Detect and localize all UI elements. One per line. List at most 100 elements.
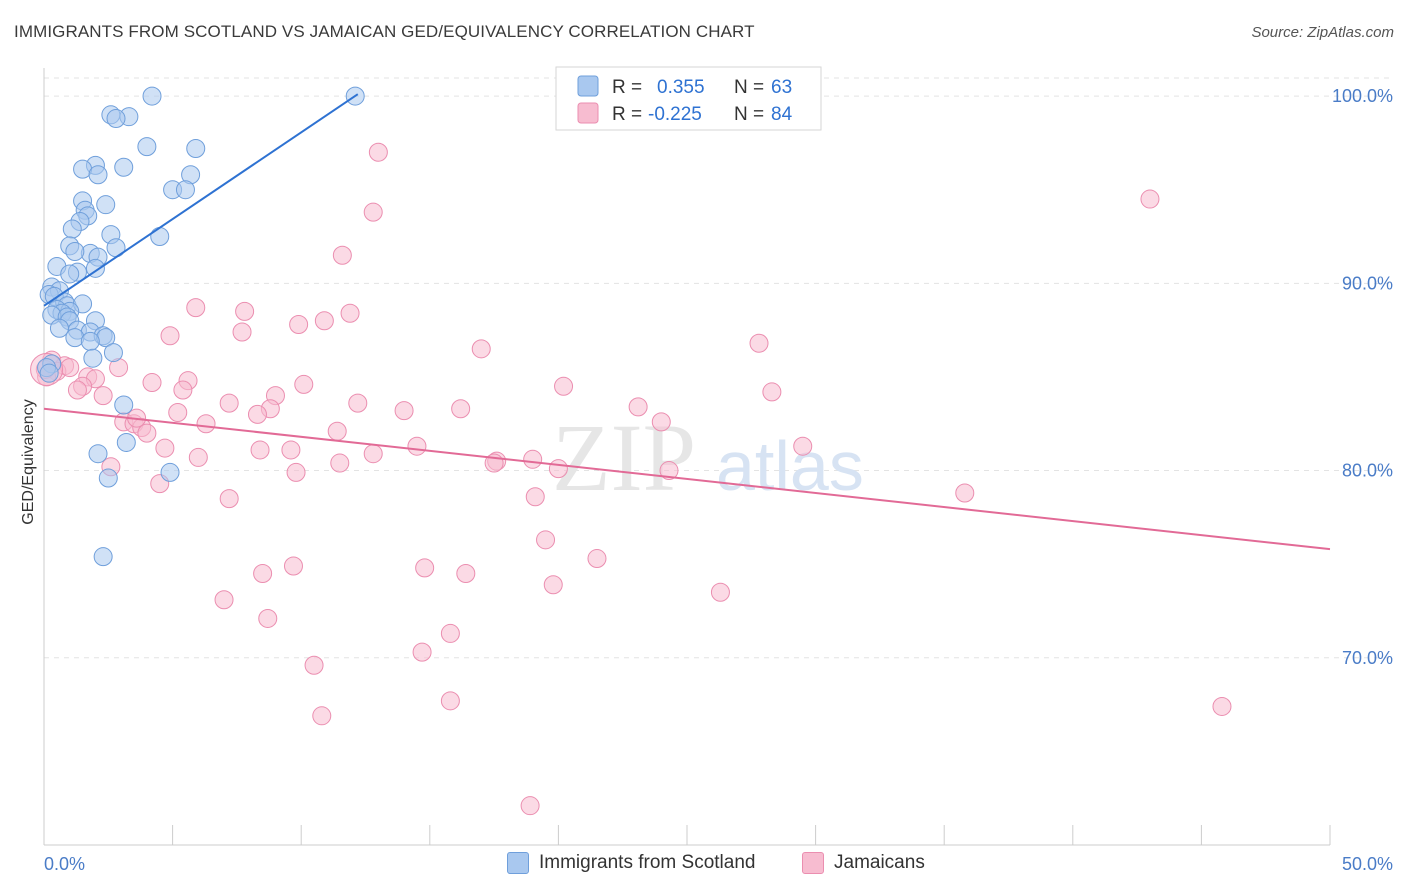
data-point-jamaicans [407,436,427,456]
data-point-jamaicans [327,421,347,441]
data-point-scotland [96,195,116,215]
data-point-jamaicans [412,642,432,662]
data-point-jamaicans [67,380,87,400]
data-point-scotland [85,258,105,278]
data-point-jamaicans [286,462,306,482]
legend-pink-n-value: 84 [771,104,793,125]
data-point-scotland [65,241,85,261]
data-point-jamaicans [250,440,270,460]
bottom-legend-pink-label: Jamaicans [834,852,925,873]
data-point-jamaicans [451,399,471,419]
trend-line-scotland [43,93,359,307]
data-point-jamaicans [155,438,175,458]
y-tick-label: 100.0% [1332,86,1393,106]
data-point-scotland [62,219,82,239]
x-tick-labels: 0.0% 50.0% [44,854,1393,874]
watermark-atlas: atlas [716,427,864,505]
data-point-jamaicans [955,483,975,503]
data-point-jamaicans [289,315,309,335]
data-point-jamaicans [232,322,252,342]
data-point-jamaicans [253,564,273,584]
series-jamaicans [30,142,1232,816]
data-point-scotland [60,264,80,284]
data-point-jamaicans [314,311,334,331]
legend-pink-n-label: N = [734,104,764,125]
data-point-scotland [49,318,69,338]
data-point-scotland [150,227,170,247]
legend-pink-r-label: R = [612,104,642,125]
trend-line-jamaicans [43,407,1331,551]
data-point-scotland [137,137,157,157]
watermark: ZIP atlas [552,404,864,511]
legend-blue-r-value: 0.355 [657,77,705,98]
data-point-jamaicans [294,374,314,394]
data-point-jamaicans [60,358,80,378]
data-point-jamaicans [186,298,206,318]
data-point-jamaicans [258,608,278,628]
data-point-jamaicans [554,376,574,396]
source-label: Source: ZipAtlas.com [1251,24,1394,41]
data-point-jamaicans [471,339,491,359]
legend-blue-swatch [577,75,599,97]
x-tick-label-max: 50.0% [1342,854,1393,874]
data-point-scotland [83,348,103,368]
y-axis-label: GED/Equivalency [20,399,37,524]
data-point-jamaicans [1140,189,1160,209]
series-immigrants-from-scotland [37,86,365,567]
data-point-scotland [88,165,108,185]
data-point-jamaicans [368,142,388,162]
data-point-jamaicans [394,401,414,421]
bottom-legend: Immigrants from Scotland Jamaicans [0,852,1406,878]
legend-blue-n-label: N = [734,77,764,98]
data-point-scotland [80,331,100,351]
data-point-jamaicans [762,382,782,402]
data-point-scotland [142,86,162,106]
data-point-scotland [116,432,136,452]
data-point-jamaicans [330,453,350,473]
data-point-jamaicans [219,489,239,509]
data-point-jamaicans [142,373,162,393]
data-point-jamaicans [283,556,303,576]
axes [43,68,1331,846]
legend-blue-r-label: R = [612,77,642,98]
data-point-scotland [175,180,195,200]
data-point-jamaicans [749,333,769,353]
watermark-zip: ZIP [552,404,696,511]
data-point-jamaicans [312,706,332,726]
data-point-scotland [88,444,108,464]
data-point-jamaicans [304,655,324,675]
data-point-jamaicans [332,245,352,265]
legend-blue-n-value: 63 [771,77,792,98]
data-point-jamaicans [523,449,543,469]
data-point-jamaicans [196,414,216,434]
data-point-jamaicans [710,582,730,602]
data-point-jamaicans [548,459,568,479]
bottom-legend-blue-label: Immigrants from Scotland [539,852,756,873]
data-point-jamaicans [659,461,679,481]
data-point-jamaicans [340,303,360,323]
legend-pink-r-value: -0.225 [648,104,702,125]
data-point-jamaicans [173,380,193,400]
legend-box: R = 0.355 N = 63 R = -0.225 N = 84 [555,66,822,131]
data-point-jamaicans [188,447,208,467]
chart-title: IMMIGRANTS FROM SCOTLAND VS JAMAICAN GED… [14,22,755,41]
data-point-jamaicans [525,487,545,507]
data-point-jamaicans [536,530,556,550]
data-point-jamaicans [628,397,648,417]
data-point-scotland [93,547,113,567]
y-tick-label: 80.0% [1342,461,1393,481]
data-point-jamaicans [587,549,607,569]
bottom-legend-item-scotland: Immigrants from Scotland [507,852,755,874]
data-point-jamaicans [160,326,180,346]
data-point-jamaicans [793,436,813,456]
legend-frame [555,66,822,131]
y-tick-label: 90.0% [1342,273,1393,293]
data-point-scotland [106,109,126,129]
data-point-jamaicans [219,393,239,413]
data-point-jamaicans [247,404,267,424]
data-point-scotland [39,363,59,383]
data-point-jamaicans [456,564,476,584]
data-point-jamaicans [363,202,383,222]
bottom-legend-blue-swatch [507,852,529,874]
data-point-jamaicans [93,386,113,406]
